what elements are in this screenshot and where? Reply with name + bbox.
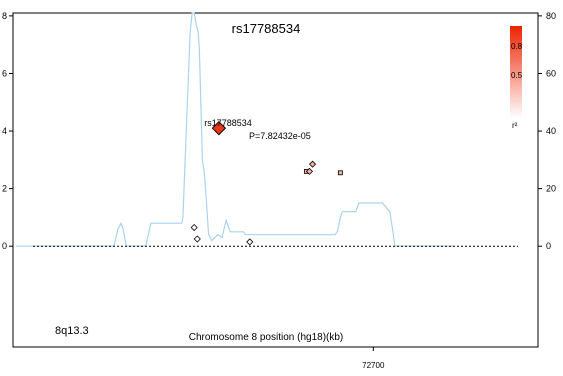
x-axis-label: Chromosome 8 position (hg18)(kb) — [189, 332, 344, 343]
recombination-rate-line — [16, 12, 455, 247]
right-y-tick-label: 40 — [546, 126, 556, 136]
plot-frame — [12, 12, 539, 348]
right-y-tick-label: 80 — [546, 11, 556, 21]
r2-legend-tick-high: 0.8 — [511, 42, 523, 51]
right-y-tick-label: 0 — [546, 241, 551, 251]
left-y-axis: 8 6 4 2 0 — [2, 11, 13, 251]
chart-title: rs17788534 — [232, 21, 301, 36]
r2-legend-tick-mid: 0.5 — [511, 71, 523, 80]
snp-point — [193, 235, 201, 243]
snp-point — [337, 170, 343, 176]
lead-snp-point — [211, 120, 227, 136]
left-y-tick-label: 0 — [2, 241, 7, 251]
left-y-tick-label: 6 — [2, 68, 7, 78]
snp-point — [305, 167, 314, 175]
x-tick-label: 72700 — [362, 361, 385, 370]
left-y-tick-label: 8 — [2, 11, 7, 21]
region-label: 8q13.3 — [55, 325, 89, 337]
snp-points — [190, 120, 343, 246]
right-y-tick-label: 20 — [546, 184, 556, 194]
snp-point — [190, 223, 198, 232]
snp-point — [246, 238, 254, 246]
right-y-tick-label: 60 — [546, 68, 556, 78]
snp-point — [308, 160, 317, 168]
right-y-axis: 80 60 40 20 0 — [538, 11, 556, 251]
x-axis: 72700 — [362, 347, 385, 370]
r2-legend-title: r² — [512, 121, 518, 130]
lead-snp-label: rs17788534 — [204, 118, 252, 128]
left-y-tick-label: 2 — [2, 184, 7, 194]
r2-color-scale — [510, 26, 522, 118]
lead-snp-pvalue: P=7.82432e-05 — [249, 131, 311, 141]
r2-legend: 0.8 0.5 r² — [510, 26, 523, 130]
left-y-tick-label: 4 — [2, 126, 7, 136]
